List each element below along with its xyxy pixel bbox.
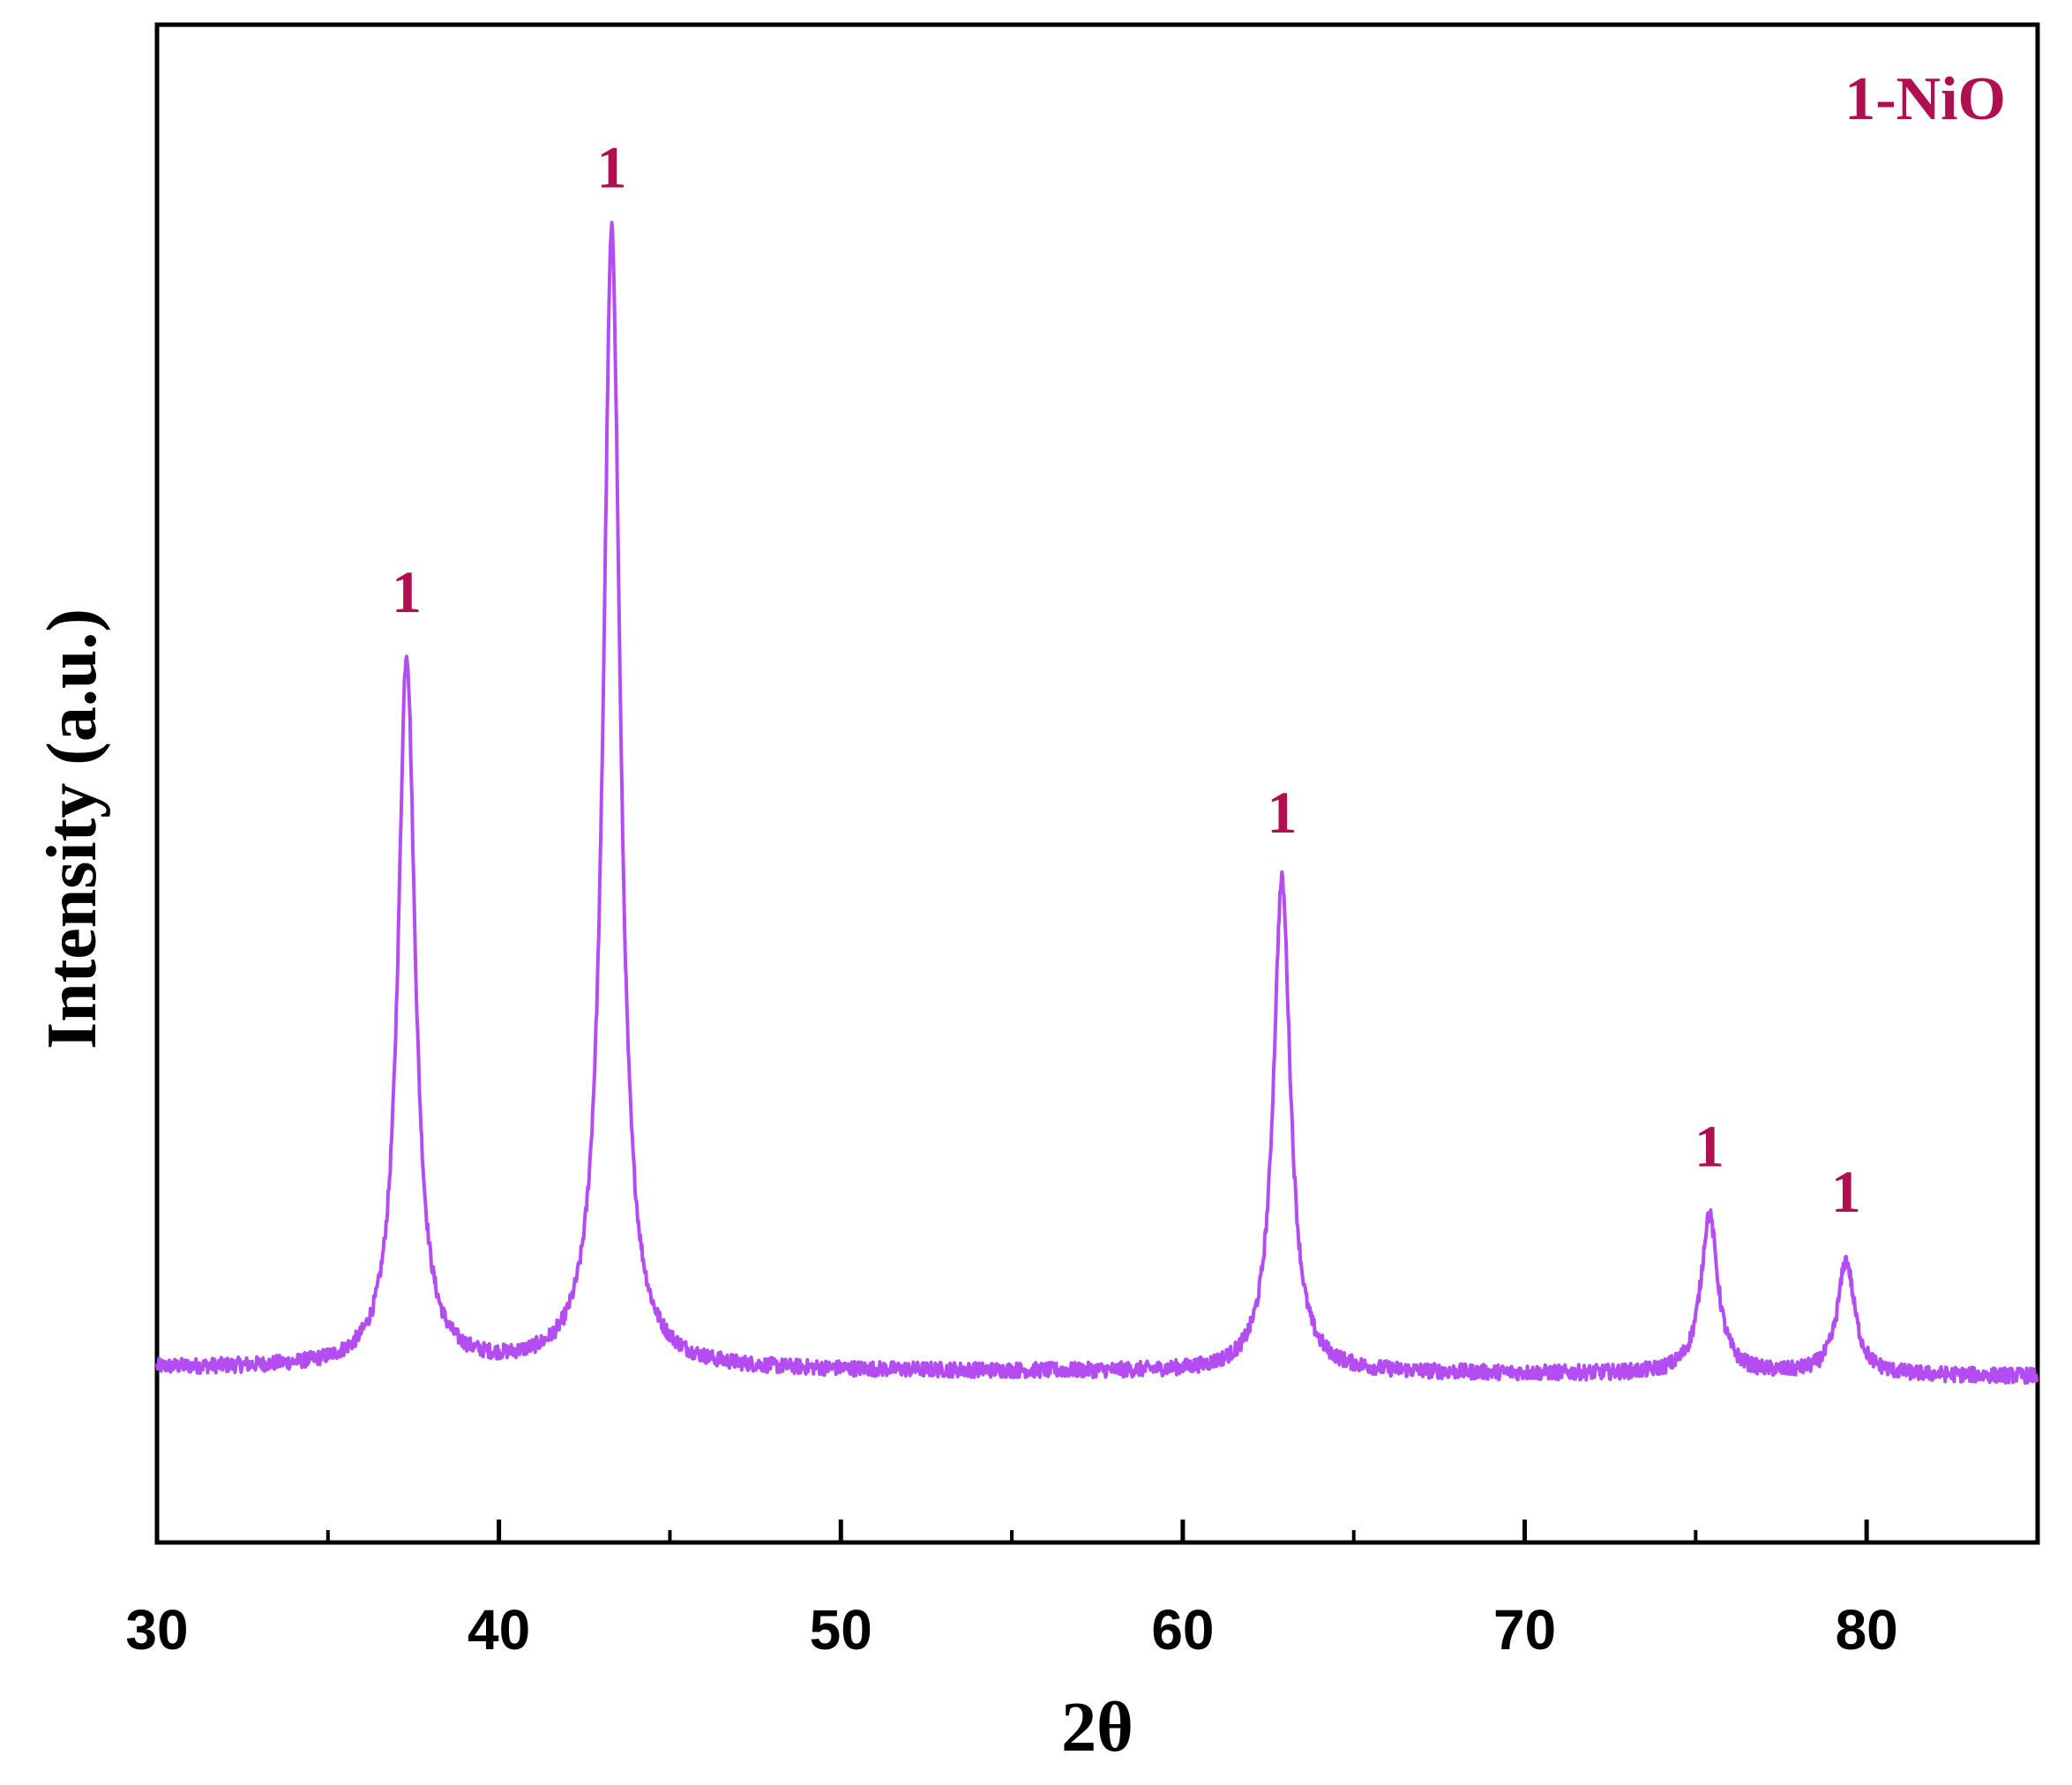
peak-label: 1	[1831, 1158, 1861, 1225]
legend-label: 1-NiO	[1844, 65, 2006, 133]
x-tick-label: 40	[468, 1598, 530, 1662]
peak-label: 1	[1267, 779, 1297, 846]
x-tick-label: 60	[1151, 1598, 1214, 1662]
x-axis-ticks	[154, 1520, 2039, 1542]
y-axis-label: Intensity (a.u.)	[34, 609, 111, 1049]
x-tick-label: 50	[810, 1598, 872, 1662]
peak-label: 1	[1694, 1112, 1724, 1179]
x-axis-label: 2θ	[1061, 1689, 1133, 1766]
x-tick-label: 70	[1493, 1598, 1556, 1662]
x-tick-label: 30	[125, 1598, 188, 1662]
series-line-1-nio	[155, 220, 2039, 1385]
peak-label: 1	[597, 133, 627, 200]
plot-frame	[154, 22, 2040, 1545]
x-tick-label: 80	[1836, 1598, 1898, 1662]
x-axis-tick-labels: 30 40 50 60 70 80	[125, 1598, 1897, 1662]
peak-labels: 1 1 1 1 1	[392, 133, 1861, 1225]
peak-label: 1	[392, 558, 422, 625]
